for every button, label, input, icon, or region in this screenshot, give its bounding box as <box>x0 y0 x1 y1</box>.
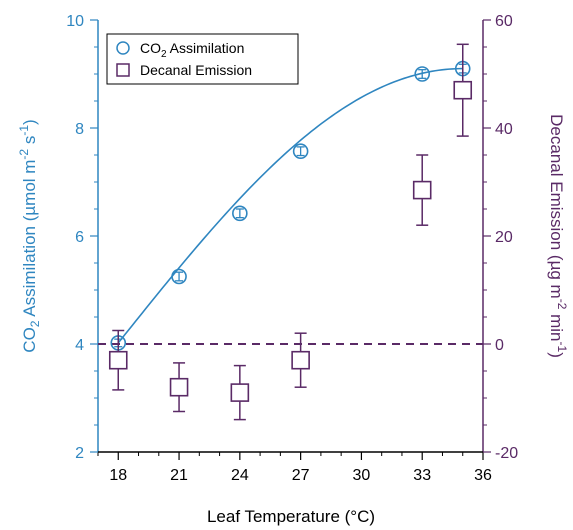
legend-label-decanal: Decanal Emission <box>140 62 252 78</box>
decanal-point <box>291 350 310 370</box>
x-tick-label: 18 <box>109 467 127 484</box>
legend: CO2 Assimilation Decanal Emission <box>106 33 299 85</box>
y-right-tick-label: -20 <box>495 445 518 462</box>
y-right-tick-label: 40 <box>495 121 513 138</box>
y-left-tick-label: 6 <box>75 229 84 246</box>
y-right-tick-label: 0 <box>495 337 504 354</box>
co2-point <box>171 268 187 285</box>
legend-marker-decanal <box>116 63 130 77</box>
y-right-axis-title: Decanal Emission (µg m-2 min-1) <box>547 114 569 358</box>
y-right-tick-label: 20 <box>495 229 513 246</box>
plot-area <box>98 43 483 421</box>
x-tick-label: 33 <box>413 467 431 484</box>
y-left-axis-title: CO2 Assimilation (µmol m-2 s-1) <box>17 119 42 352</box>
y-left-tick-label: 10 <box>66 13 84 30</box>
decanal-point <box>108 350 128 370</box>
y-right-tick-label: 60 <box>495 13 513 30</box>
decanal-point <box>412 180 432 200</box>
y-left-tick-label: 2 <box>75 445 84 462</box>
co2-point <box>232 205 248 222</box>
legend-label-co2: CO2 Assimilation <box>140 40 244 60</box>
co2-point <box>292 143 309 160</box>
decanal-point <box>230 383 250 402</box>
x-tick-label: 21 <box>170 467 188 484</box>
legend-box <box>106 33 299 85</box>
y-left-tick-label: 8 <box>75 121 84 138</box>
x-tick-label: 24 <box>231 467 249 484</box>
co2-fit-curve <box>117 67 463 344</box>
co2-point <box>414 66 431 82</box>
x-tick-label: 27 <box>292 467 310 484</box>
decanal-point <box>453 80 473 100</box>
x-axis-title: Leaf Temperature (°C) <box>207 507 375 526</box>
y-left-tick-label: 4 <box>75 337 84 354</box>
legend-marker-co2 <box>116 41 130 55</box>
x-tick-label: 36 <box>474 467 492 484</box>
decanal-point <box>169 377 189 397</box>
x-tick-label: 30 <box>353 467 371 484</box>
